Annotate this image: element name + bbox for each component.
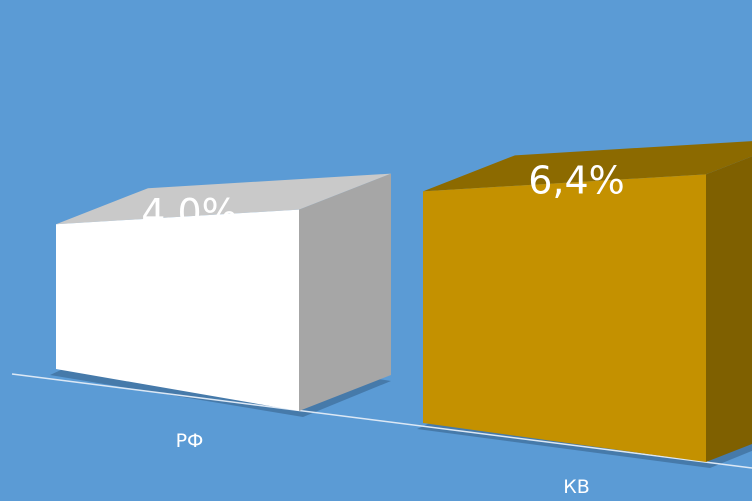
category-label: РФ (176, 430, 204, 452)
bar-side-face (706, 156, 752, 462)
bar-2 (423, 141, 752, 462)
bar-front-face (423, 174, 706, 462)
floor-line (11, 373, 752, 469)
bar-front-face (56, 209, 299, 411)
bar-top-face (56, 173, 391, 225)
data-label: 6,4% (528, 158, 625, 202)
bar-side-face (299, 173, 391, 411)
category-label: КВ (563, 476, 590, 496)
bar-1 (56, 173, 391, 411)
data-label: 4,0% (141, 191, 238, 235)
bar-top-face (423, 141, 752, 192)
